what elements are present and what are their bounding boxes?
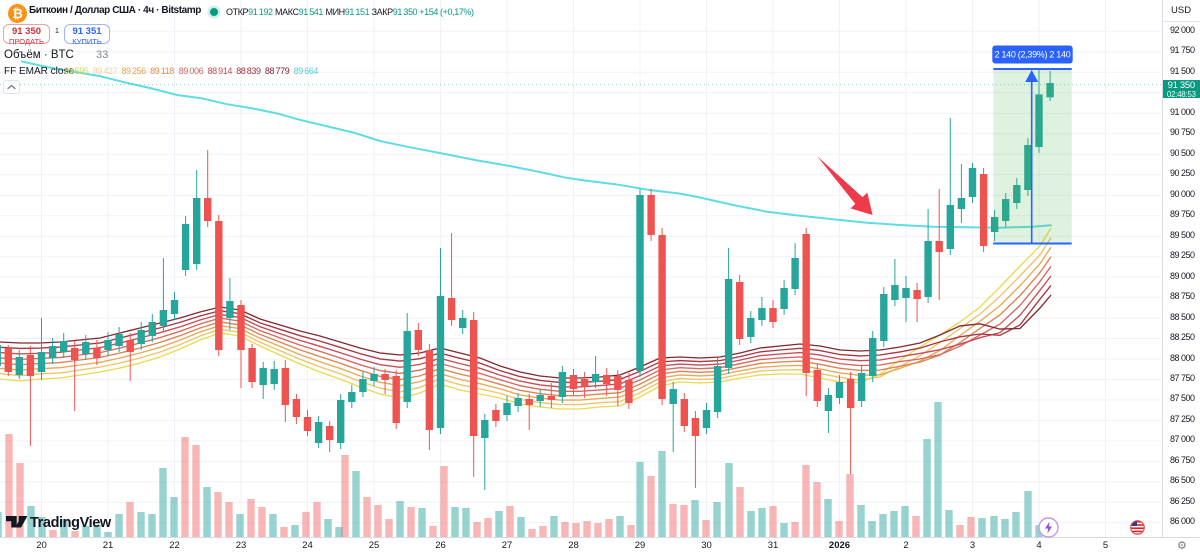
svg-text:TradingView: TradingView (30, 515, 112, 531)
svg-text:2 140 (2,39%) 2 140: 2 140 (2,39%) 2 140 (995, 50, 1071, 60)
